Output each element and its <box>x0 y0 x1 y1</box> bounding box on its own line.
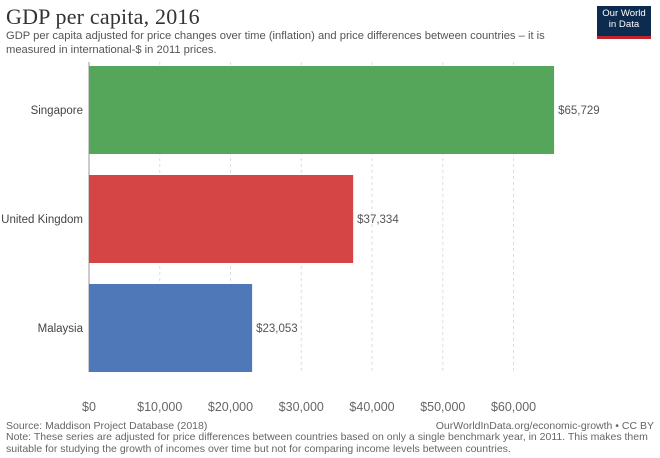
x-tick-label: $20,000 <box>208 400 253 414</box>
x-axis-ticks: $0 $10,000 $20,000 $30,000 $40,000 $50,000 $60… <box>82 400 536 414</box>
x-tick-label: $30,000 <box>279 400 324 414</box>
x-tick-label: $50,000 <box>420 400 465 414</box>
chart-title: GDP per capita, 2016 <box>6 4 200 29</box>
x-tick-label: $10,000 <box>137 400 182 414</box>
x-tick-label: $0 <box>82 400 96 414</box>
category-label: Malaysia <box>38 323 84 335</box>
source-text: Source: Maddison Project Database (2018) <box>6 420 208 432</box>
bars <box>89 66 555 372</box>
bar-malaysia[interactable] <box>89 284 253 372</box>
value-label: $37,334 <box>357 214 399 226</box>
owid-logo[interactable]: Our World in Data <box>597 6 651 39</box>
value-label: $65,729 <box>558 105 600 117</box>
bar-singapore[interactable] <box>89 66 555 154</box>
category-label: Singapore <box>31 105 83 117</box>
x-tick-label: $60,000 <box>491 400 536 414</box>
value-label: $23,053 <box>256 323 298 335</box>
footnote: Note: These series are adjusted for pric… <box>6 431 648 455</box>
labels: Singapore $65,729 United Kingdom $37,334 Mal… <box>1 105 599 335</box>
logo-line-1: Our World <box>602 8 646 19</box>
source-url-link[interactable]: OurWorldInData.org/economic-growth • CC … <box>435 420 654 432</box>
category-label: United Kingdom <box>1 214 83 226</box>
chart-subtitle: GDP per capita adjusted for price change… <box>6 30 545 56</box>
x-tick-label: $40,000 <box>349 400 394 414</box>
logo-line-2: in Data <box>608 19 640 30</box>
bar-united-kingdom[interactable] <box>89 175 354 263</box>
